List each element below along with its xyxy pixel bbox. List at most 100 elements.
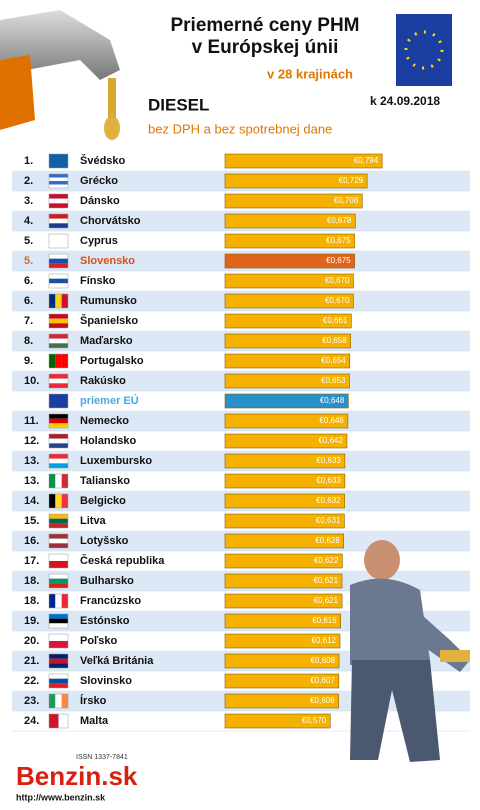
- rank: 12.: [24, 435, 39, 447]
- bar: [224, 493, 345, 509]
- bar: [224, 433, 348, 449]
- value-label: €0,661: [323, 316, 348, 325]
- country: Poľsko: [80, 635, 118, 647]
- rank: 5.: [24, 255, 33, 267]
- bar: [224, 513, 345, 529]
- value-label: €0,632: [316, 496, 341, 505]
- value-label: €0,622: [314, 556, 339, 565]
- rank: 18.: [24, 575, 39, 587]
- bar: [224, 593, 343, 609]
- bar: [224, 153, 383, 169]
- bar: [224, 373, 350, 389]
- country: Chorvátsko: [80, 215, 141, 227]
- value-label: €0,708: [334, 196, 359, 205]
- flag: [49, 174, 68, 178]
- flag: [49, 523, 68, 528]
- rank: 22.: [24, 675, 39, 687]
- flag-border: [48, 453, 69, 469]
- value-label: €0,729: [339, 176, 364, 185]
- flag-border: [48, 433, 69, 449]
- flag: [49, 694, 56, 708]
- bar: [224, 253, 355, 269]
- value-label: €0,642: [318, 436, 343, 445]
- flag-border: [48, 393, 69, 409]
- rank: 23.: [24, 695, 39, 707]
- rank: 21.: [24, 655, 39, 667]
- flag: [49, 223, 68, 228]
- rank: 9.: [24, 355, 33, 367]
- rank: 2.: [24, 175, 33, 187]
- rank: 6.: [24, 295, 33, 307]
- flag: [61, 494, 68, 508]
- rank: 6.: [24, 275, 33, 287]
- flag-border: [48, 333, 69, 349]
- rank: 17.: [24, 555, 39, 567]
- bar: [224, 233, 355, 249]
- flag: [49, 214, 68, 219]
- flag: [49, 263, 68, 268]
- flag: [49, 674, 68, 679]
- country: Nemecko: [80, 415, 129, 427]
- flag: [58, 714, 68, 728]
- country: Švédsko: [80, 154, 126, 167]
- flag: [49, 634, 68, 641]
- bar: [224, 453, 346, 469]
- flag-border: [48, 273, 69, 289]
- country: Rumunsko: [80, 295, 137, 307]
- country: Veľká Británia: [80, 655, 154, 667]
- flag-border: [48, 293, 69, 309]
- rank: 3.: [24, 195, 33, 207]
- flag: [61, 354, 68, 368]
- flag: [49, 414, 68, 419]
- bar: [224, 213, 356, 229]
- country: Belgicko: [80, 495, 126, 507]
- flag: [49, 203, 68, 208]
- flag: [49, 554, 68, 561]
- country: Bulharsko: [80, 575, 134, 587]
- value-label: €0,608: [311, 656, 336, 665]
- flag: [49, 678, 68, 684]
- country: Grécko: [80, 175, 118, 187]
- value-label: €0,675: [326, 236, 351, 245]
- value-label: €0,658: [322, 336, 347, 345]
- country: Portugalsko: [80, 355, 144, 367]
- flag-border: [48, 533, 69, 549]
- flag: [55, 594, 62, 608]
- country: Taliansko: [80, 475, 130, 487]
- flag: [49, 323, 68, 328]
- flag-border: [48, 173, 69, 189]
- flag: [49, 241, 68, 248]
- country: Maďarsko: [80, 335, 133, 347]
- rank: 13.: [24, 475, 39, 487]
- flag: [49, 658, 68, 664]
- flag: [49, 184, 68, 188]
- flag: [49, 218, 68, 224]
- country: Cyprus: [80, 235, 118, 247]
- pump-nozzle: [0, 10, 120, 140]
- value-label: €0,631: [316, 516, 341, 525]
- value-label: €0,648: [320, 396, 345, 405]
- flag: [49, 654, 68, 659]
- bar: [224, 653, 340, 669]
- flag: [55, 294, 62, 308]
- value-label: €0,633: [316, 476, 341, 485]
- country: Fínsko: [80, 275, 116, 287]
- brand: Benzin.sk: [16, 761, 138, 791]
- title: v Európskej únii: [192, 37, 339, 58]
- bar: [224, 293, 354, 309]
- flag: [49, 463, 68, 468]
- flag-border: [48, 233, 69, 249]
- flag-border: [48, 473, 69, 489]
- value-label: €0,612: [312, 636, 337, 645]
- value-label: €0,646: [319, 416, 344, 425]
- flag: [55, 694, 62, 708]
- flag: [49, 258, 68, 264]
- flag: [55, 354, 62, 368]
- flag: [49, 198, 68, 204]
- flag: [49, 614, 68, 619]
- country: Slovensko: [80, 255, 135, 267]
- country: priemer EÚ: [80, 394, 139, 407]
- country: Holandsko: [80, 435, 137, 447]
- bar: [224, 353, 351, 369]
